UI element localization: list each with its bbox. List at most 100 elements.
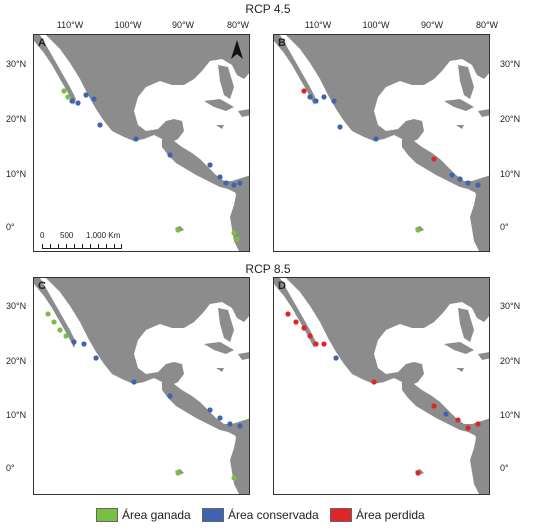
scenario-title-rcp45: RCP 4.5	[245, 2, 291, 16]
map-c-point-7	[131, 379, 137, 385]
land-c	[34, 278, 249, 494]
map-b-point-4	[331, 98, 337, 104]
map-c-point-12	[237, 423, 243, 429]
lat-label-30n-b: 30°N	[500, 59, 521, 69]
map-c-point-5	[81, 341, 87, 347]
lat-label-10n-a: 10°N	[6, 169, 27, 179]
map-a-point-4	[83, 92, 89, 98]
map-d-point-9	[443, 411, 449, 417]
legend-swatch-gained	[96, 508, 118, 522]
panel-label-d: D	[278, 280, 286, 292]
land-b	[274, 35, 489, 251]
map-d-point-11	[465, 425, 471, 431]
map-d-point-0	[285, 311, 291, 317]
lat-label-0-d: 0°	[500, 463, 509, 473]
map-d-point-10	[455, 417, 461, 423]
lon-label-100w: 100°W	[114, 20, 142, 30]
map-c-point-1	[51, 319, 57, 325]
map-c-point-9	[207, 407, 213, 413]
lat-label-20n-a: 20°N	[6, 114, 27, 124]
map-panel-b: B	[273, 34, 490, 252]
scenario-title-rcp85: RCP 8.5	[245, 262, 291, 276]
map-a-point-3	[75, 100, 81, 106]
legend-item-conserved: Área conservada	[202, 506, 319, 524]
lon-label-90w-b: 90°W	[420, 20, 444, 30]
map-a-point-12	[231, 182, 237, 188]
map-b-point-11	[475, 182, 481, 188]
panel-label-c: C	[38, 280, 46, 292]
map-a-point-1	[65, 94, 71, 100]
map-c-point-2	[57, 327, 63, 333]
scale-bar-line	[42, 244, 122, 249]
map-d-point-12	[475, 421, 481, 427]
map-a-point-13	[237, 180, 243, 186]
map-d-point-2	[301, 325, 307, 331]
map-c-point-6	[93, 355, 99, 361]
map-b-point-10	[465, 180, 471, 186]
map-panel-c: C	[33, 277, 250, 495]
map-b-point-8	[449, 172, 455, 178]
map-d-point-6	[333, 355, 339, 361]
map-a-point-7	[133, 136, 139, 142]
map-b-point-12	[415, 227, 421, 233]
legend-label-gained: Área ganada	[122, 508, 191, 522]
lat-label-20n-d: 20°N	[500, 356, 521, 366]
lat-label-30n-a: 30°N	[6, 59, 27, 69]
map-a-point-6	[97, 122, 103, 128]
land-a	[34, 35, 249, 251]
lat-label-10n-b: 10°N	[500, 169, 521, 179]
lon-label-80w: 80°W	[226, 20, 250, 30]
panel-label-b: B	[278, 37, 286, 49]
map-c-point-10	[217, 415, 223, 421]
map-a-point-2	[69, 98, 75, 104]
lon-label-110w-b: 110°W	[304, 20, 332, 30]
map-d-point-4	[313, 341, 319, 347]
legend-label-lost: Área perdida	[356, 508, 425, 522]
map-b-point-9	[457, 176, 463, 182]
map-d-point-3	[307, 333, 313, 339]
legend-item-gained: Área ganada	[96, 506, 191, 524]
map-a-point-9	[207, 162, 213, 168]
map-c-point-3	[63, 333, 69, 339]
map-panel-a: A 0 500 1.000 Km	[33, 34, 250, 252]
map-d-point-5	[321, 341, 327, 347]
lat-label-0-c: 0°	[6, 463, 15, 473]
land-d	[274, 278, 489, 494]
map-c-point-0	[45, 311, 51, 317]
map-c-point-4	[71, 339, 77, 345]
lon-label-80w-b: 80°W	[475, 20, 499, 30]
legend-swatch-lost	[330, 508, 352, 522]
map-c-point-14	[231, 475, 237, 481]
lon-label-90w: 90°W	[171, 20, 195, 30]
map-a-point-14	[175, 227, 181, 233]
map-panel-d: D	[273, 277, 490, 495]
map-a-point-8	[167, 152, 173, 158]
lon-label-100w-b: 100°W	[362, 20, 390, 30]
north-arrow-icon	[231, 40, 243, 59]
map-b-point-7	[431, 156, 437, 162]
lat-label-30n-d: 30°N	[500, 301, 521, 311]
lat-label-0-b: 0°	[500, 222, 509, 232]
map-a-point-11	[223, 180, 229, 186]
map-d-point-13	[415, 470, 421, 476]
map-b-point-2	[313, 98, 319, 104]
map-d-point-1	[293, 319, 299, 325]
lon-label-110w: 110°W	[56, 20, 84, 30]
map-a-point-10	[217, 174, 223, 180]
lat-label-0-a: 0°	[6, 222, 15, 232]
map-b-point-3	[321, 94, 327, 100]
map-d-svg	[274, 278, 489, 494]
map-b-point-1	[307, 94, 313, 100]
panel-label-a: A	[38, 37, 46, 49]
lat-label-20n-c: 20°N	[6, 356, 27, 366]
map-b-point-0	[301, 88, 307, 94]
legend: Área ganada Área conservada Área perdida	[0, 506, 536, 526]
legend-swatch-conserved	[202, 508, 224, 522]
map-b-svg	[274, 35, 489, 251]
legend-label-conserved: Área conservada	[228, 508, 319, 522]
lat-label-30n-c: 30°N	[6, 301, 27, 311]
map-b-point-5	[337, 124, 343, 130]
scale-bar: 0 500 1.000 Km	[40, 231, 160, 251]
map-b-point-6	[373, 136, 379, 142]
map-a-point-5	[91, 96, 97, 102]
